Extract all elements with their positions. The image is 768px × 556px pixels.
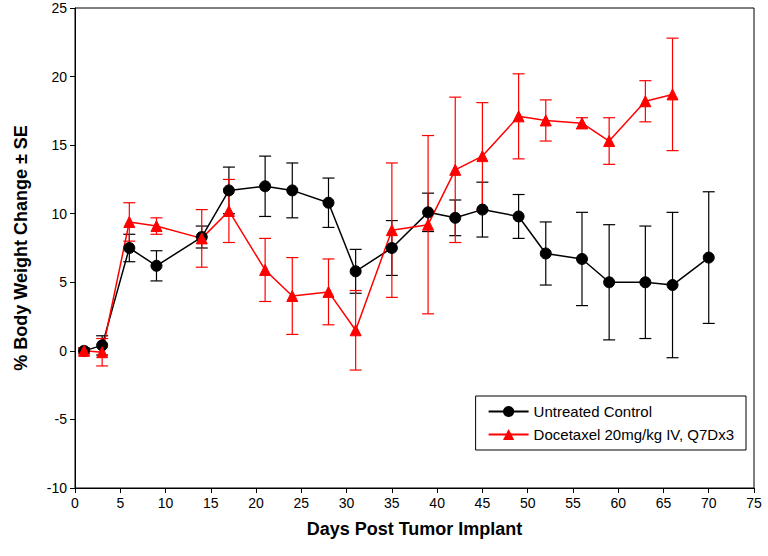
svg-text:0: 0 [59,343,67,359]
svg-text:Days Post Tumor Implant: Days Post Tumor Implant [307,519,523,539]
svg-text:5: 5 [116,495,124,511]
svg-text:40: 40 [429,495,445,511]
svg-text:-10: -10 [47,480,67,496]
svg-text:50: 50 [520,495,536,511]
svg-text:55: 55 [565,495,581,511]
svg-text:0: 0 [71,495,79,511]
svg-text:20: 20 [51,69,67,85]
svg-text:30: 30 [339,495,355,511]
svg-text:15: 15 [51,137,67,153]
svg-text:75: 75 [746,495,762,511]
svg-text:% Body Weight Change ± SE: % Body Weight Change ± SE [11,125,31,371]
svg-text:70: 70 [701,495,717,511]
svg-text:60: 60 [610,495,626,511]
svg-text:25: 25 [51,0,67,16]
svg-text:45: 45 [475,495,491,511]
svg-text:25: 25 [294,495,310,511]
svg-text:20: 20 [248,495,264,511]
svg-text:35: 35 [384,495,400,511]
svg-text:Docetaxel 20mg/kg IV, Q7Dx3: Docetaxel 20mg/kg IV, Q7Dx3 [534,426,734,443]
svg-text:65: 65 [656,495,672,511]
svg-text:-5: -5 [55,411,68,427]
svg-text:10: 10 [158,495,174,511]
svg-text:15: 15 [203,495,219,511]
svg-text:5: 5 [59,274,67,290]
svg-text:10: 10 [51,206,67,222]
svg-text:Untreated Control: Untreated Control [534,403,652,420]
